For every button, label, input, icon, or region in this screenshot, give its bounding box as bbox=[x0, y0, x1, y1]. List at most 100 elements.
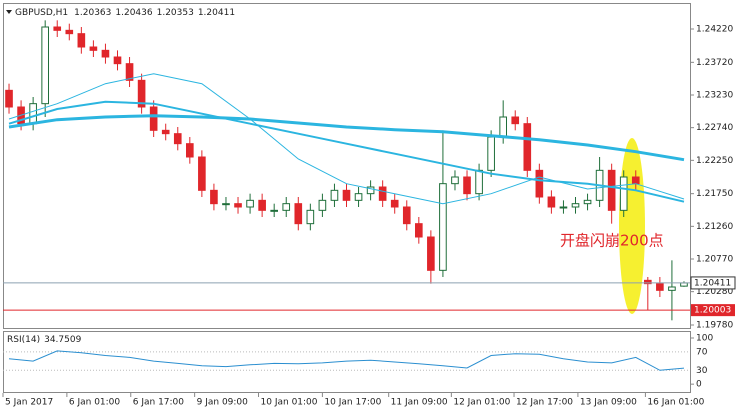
candle-body bbox=[53, 26, 62, 31]
candle-body bbox=[415, 223, 423, 238]
y-tick-label: 30 bbox=[696, 366, 708, 376]
rsi-value: 34.7509 bbox=[44, 335, 81, 345]
candle-body bbox=[535, 169, 544, 198]
price-line-label: 1.20003 bbox=[694, 306, 731, 316]
candle-body bbox=[378, 186, 387, 201]
chart-title: GBPUSD,H1 1.20363 1.20436 1.20353 1.20411 bbox=[15, 8, 235, 18]
candle-body bbox=[222, 203, 230, 206]
candle-body bbox=[607, 169, 616, 211]
y-tick-label: 1.19780 bbox=[696, 321, 733, 331]
x-tick-label: 12 Jan 01:00 bbox=[453, 398, 510, 408]
candle-body bbox=[487, 136, 495, 171]
candle-body bbox=[294, 203, 303, 225]
candle-body bbox=[125, 63, 134, 81]
x-tick-label: 5 Jan 2017 bbox=[5, 398, 53, 408]
candle-body bbox=[511, 116, 520, 125]
candle-body bbox=[571, 203, 580, 208]
y-tick-label: 1.20280 bbox=[696, 287, 733, 297]
candle-body bbox=[583, 199, 592, 205]
y-tick-label: 1.21750 bbox=[696, 189, 733, 199]
candle-body bbox=[656, 283, 664, 291]
ohlc-high: 1.20436 bbox=[115, 8, 152, 18]
candle-body bbox=[186, 143, 194, 158]
candle-body bbox=[390, 199, 399, 208]
candle-body bbox=[644, 279, 652, 285]
y-tick-label: 1.22740 bbox=[696, 123, 733, 133]
candle-body bbox=[101, 49, 110, 58]
x-tick-label: 11 Jan 09:00 bbox=[391, 398, 448, 408]
y-tick-label: 1.22250 bbox=[696, 156, 733, 166]
y-tick-label: 1.23230 bbox=[696, 91, 733, 101]
price-line-box bbox=[691, 304, 735, 317]
y-tick-label: 0 bbox=[696, 380, 702, 390]
candle-body bbox=[198, 156, 206, 191]
candle-body bbox=[330, 189, 339, 201]
candle-body bbox=[89, 46, 98, 51]
candle-body bbox=[234, 203, 242, 208]
y-tick-label: 70 bbox=[696, 347, 708, 357]
candle-body bbox=[306, 209, 315, 225]
candle-body bbox=[523, 123, 532, 171]
candle-body bbox=[631, 176, 640, 185]
y-tick-label: 1.21260 bbox=[696, 222, 733, 232]
candle-body bbox=[402, 206, 411, 225]
symbol: GBPUSD,H1 bbox=[15, 8, 68, 18]
candle-body bbox=[547, 196, 556, 208]
candle-body bbox=[499, 116, 507, 138]
candle-body bbox=[451, 176, 459, 185]
candle-body bbox=[210, 189, 218, 205]
candle-body bbox=[366, 186, 375, 195]
annotation: 开盘闪崩200点 bbox=[560, 232, 664, 250]
main-panel bbox=[3, 3, 691, 329]
ohlc-open: 1.20363 bbox=[74, 8, 111, 18]
x-tick-label: 6 Jan 01:00 bbox=[69, 398, 121, 408]
current-price-label: 1.20411 bbox=[694, 278, 731, 288]
candle-body bbox=[137, 79, 146, 108]
x-tick-label: 10 Jan 17:00 bbox=[324, 398, 381, 408]
rsi-title: RSI(14) 34.7509 bbox=[7, 335, 82, 345]
moving-average bbox=[8, 114, 685, 162]
candle-body bbox=[463, 176, 471, 195]
candle-body bbox=[113, 56, 122, 65]
x-tick-label: 6 Jan 17:00 bbox=[133, 398, 185, 408]
y-tick-label: 1.24220 bbox=[696, 25, 733, 35]
current-price-box bbox=[690, 276, 736, 290]
candle-body bbox=[161, 129, 170, 135]
candle-body bbox=[5, 89, 13, 108]
moving-average bbox=[8, 73, 685, 205]
candle-body bbox=[354, 193, 363, 201]
y-tick-label: 1.20770 bbox=[696, 255, 733, 265]
candle-body bbox=[619, 176, 628, 211]
ohlc-close: 1.20411 bbox=[198, 8, 235, 18]
candle-body bbox=[246, 199, 254, 208]
candle-body bbox=[41, 26, 49, 105]
x-tick-label: 10 Jan 01:00 bbox=[261, 398, 318, 408]
menu-arrow[interactable] bbox=[6, 10, 12, 14]
candle-body bbox=[342, 189, 351, 201]
moving-average bbox=[8, 100, 685, 203]
ohlc-low: 1.20353 bbox=[157, 8, 194, 18]
y-tick-label: 1.23720 bbox=[696, 58, 733, 68]
x-tick-label: 16 Jan 01:00 bbox=[647, 398, 704, 408]
rsi-panel bbox=[3, 331, 691, 393]
x-tick-label: 9 Jan 09:00 bbox=[197, 398, 249, 408]
candle-body bbox=[29, 103, 37, 125]
candle-body bbox=[318, 199, 327, 211]
y-tick-label: 100 bbox=[696, 334, 713, 344]
x-tick-label: 13 Jan 09:00 bbox=[580, 398, 637, 408]
candle-body bbox=[258, 199, 266, 211]
candle-body bbox=[77, 33, 86, 48]
candle-body bbox=[439, 183, 447, 271]
candle-body bbox=[475, 169, 483, 195]
candle-body bbox=[668, 286, 676, 291]
rsi-name: RSI(14) bbox=[7, 335, 40, 345]
candle-body bbox=[173, 133, 182, 145]
candle-body bbox=[270, 209, 278, 212]
candle-body bbox=[427, 236, 435, 271]
highlight-ellipse bbox=[619, 138, 645, 314]
candle-body bbox=[65, 29, 74, 35]
rsi-line bbox=[8, 350, 685, 371]
candle-body bbox=[559, 206, 568, 209]
x-tick-label: 12 Jan 17:00 bbox=[516, 398, 573, 408]
